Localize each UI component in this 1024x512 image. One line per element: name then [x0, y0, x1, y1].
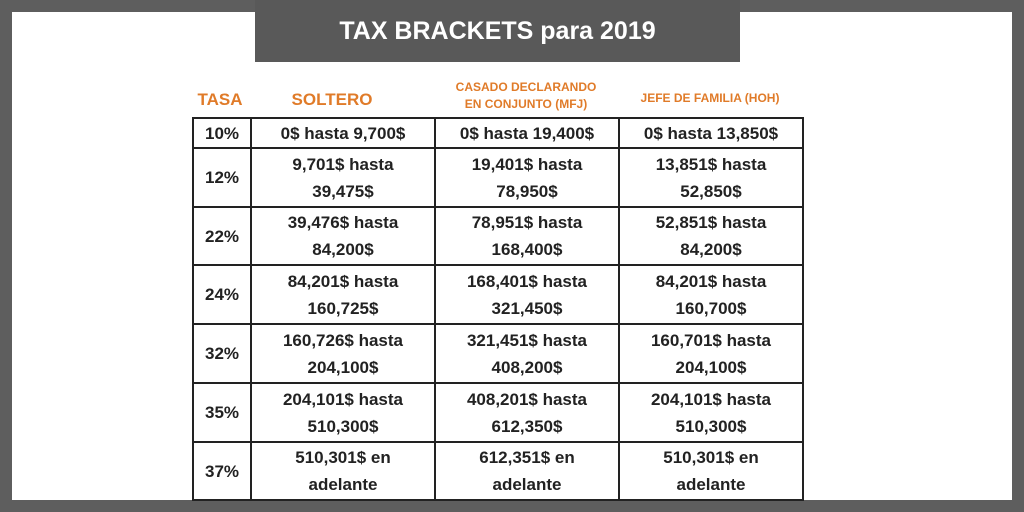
- bracket-cell: 39,476$ hasta 84,200$: [250, 206, 436, 266]
- title: TAX BRACKETS para 2019: [255, 0, 740, 62]
- bracket-line: 52,851$ hasta: [655, 213, 767, 232]
- bracket-line: 408,201$ hasta: [466, 389, 588, 409]
- bracket-line: 39,475$: [312, 181, 374, 201]
- bracket-line: 52,850$: [680, 181, 742, 201]
- table-row: 32% 160,726$ hasta 204,100$ 321,451$ hasta 4…: [192, 323, 804, 384]
- bracket-line: 39,476$ hasta: [287, 213, 399, 232]
- bracket-cell: 84,201$ hasta 160,725$: [250, 264, 436, 325]
- bracket-cell: 0$ hasta 19,400$: [434, 117, 620, 149]
- bracket-cell: 204,101$ hasta 510,300$: [618, 382, 804, 443]
- bracket-cell: 510,301$ en adelante: [618, 441, 804, 501]
- bracket-line: 510,301$ en: [663, 448, 759, 467]
- rate-cell: 22%: [192, 206, 252, 266]
- bracket-line: 9,701$ hasta: [292, 154, 394, 174]
- bracket-line: 204,100$: [307, 357, 379, 377]
- bracket-line: 168,401$ hasta: [466, 271, 588, 291]
- table-row: 12% 9,701$ hasta 39,475$ 19,401$ hasta 78,95…: [192, 147, 804, 208]
- bracket-line: adelante: [308, 475, 378, 494]
- bracket-line: 78,951$ hasta: [471, 213, 583, 232]
- bracket-cell: 160,701$ hasta 204,100$: [618, 323, 804, 384]
- header-head: JEFE DE FAMILIA (HOH): [640, 91, 780, 105]
- bracket-line: 408,200$: [491, 357, 563, 377]
- table-row: 35% 204,101$ hasta 510,300$ 408,201$ hasta 6…: [192, 382, 804, 443]
- bracket-cell: 0$ hasta 13,850$: [618, 117, 804, 149]
- bracket-line: 19,401$ hasta: [471, 154, 583, 174]
- rate-cell: 37%: [192, 441, 252, 501]
- bracket-line: 510,300$: [307, 416, 379, 436]
- table-row: 24% 84,201$ hasta 160,725$ 168,401$ hasta 32…: [192, 264, 804, 325]
- bracket-line: 0$ hasta 13,850$: [643, 123, 779, 143]
- bracket-line: 168,400$: [491, 240, 563, 259]
- header-single: SOLTERO: [291, 90, 373, 109]
- bracket-line: 204,100$: [675, 357, 747, 377]
- table-row: 37% 510,301$ en adelante 612,351$ en adelant…: [192, 441, 804, 501]
- tax-table: 10% 0$ hasta 9,700$ 0$ hasta 19,400$ 0$ has…: [192, 117, 804, 501]
- bracket-cell: 52,851$ hasta 84,200$: [618, 206, 804, 266]
- bracket-line: 510,300$: [675, 416, 747, 436]
- header-rate: TASA: [197, 90, 243, 109]
- bracket-line: 84,201$ hasta: [287, 271, 399, 291]
- bracket-line: 204,101$ hasta: [650, 389, 772, 409]
- rate-cell: 10%: [192, 117, 252, 149]
- bracket-cell: 408,201$ hasta 612,350$: [434, 382, 620, 443]
- bracket-line: 510,301$ en: [295, 448, 391, 467]
- bracket-cell: 204,101$ hasta 510,300$: [250, 382, 436, 443]
- bracket-line: 160,701$ hasta: [650, 330, 772, 350]
- table-row: 10% 0$ hasta 9,700$ 0$ hasta 19,400$ 0$ has…: [192, 117, 804, 149]
- bracket-cell: 0$ hasta 9,700$: [250, 117, 436, 149]
- header-married: CASADO DECLARANDO EN CONJUNTO (MFJ): [424, 79, 628, 113]
- bracket-line: 160,726$ hasta: [282, 330, 404, 350]
- rate-cell: 12%: [192, 147, 252, 208]
- bracket-cell: 78,951$ hasta 168,400$: [434, 206, 620, 266]
- bracket-cell: 510,301$ en adelante: [250, 441, 436, 501]
- bracket-cell: 9,701$ hasta 39,475$: [250, 147, 436, 208]
- bracket-cell: 13,851$ hasta 52,850$: [618, 147, 804, 208]
- bracket-line: adelante: [676, 475, 746, 494]
- bracket-line: 612,350$: [491, 416, 563, 436]
- header-line: EN CONJUNTO (MFJ): [464, 97, 588, 111]
- bracket-line: 321,451$ hasta: [466, 330, 588, 350]
- bracket-line: 204,101$ hasta: [282, 389, 404, 409]
- bracket-line: 84,201$ hasta: [655, 271, 767, 291]
- bracket-line: adelante: [492, 475, 562, 494]
- bracket-line: 321,450$: [491, 298, 563, 318]
- bracket-line: 13,851$ hasta: [655, 154, 767, 174]
- bracket-line: 160,725$: [307, 298, 379, 318]
- bracket-line: 84,200$: [680, 240, 742, 259]
- bracket-line: 0$ hasta 19,400$: [459, 123, 595, 143]
- rate-cell: 32%: [192, 323, 252, 384]
- table-row: 22% 39,476$ hasta 84,200$ 78,951$ hasta 168,…: [192, 206, 804, 266]
- rate-cell: 24%: [192, 264, 252, 325]
- bracket-line: 0$ hasta 9,700$: [280, 123, 406, 143]
- rate-cell: 35%: [192, 382, 252, 443]
- bracket-cell: 19,401$ hasta 78,950$: [434, 147, 620, 208]
- bracket-line: 84,200$: [312, 240, 374, 259]
- bracket-cell: 84,201$ hasta 160,700$: [618, 264, 804, 325]
- bracket-cell: 612,351$ en adelante: [434, 441, 620, 501]
- bracket-line: 160,700$: [675, 298, 747, 318]
- bracket-cell: 321,451$ hasta 408,200$: [434, 323, 620, 384]
- bracket-cell: 160,726$ hasta 204,100$: [250, 323, 436, 384]
- bracket-line: 612,351$ en: [479, 448, 575, 467]
- bracket-cell: 168,401$ hasta 321,450$: [434, 264, 620, 325]
- bracket-line: 78,950$: [496, 181, 558, 201]
- header-line: CASADO DECLARANDO: [455, 80, 597, 94]
